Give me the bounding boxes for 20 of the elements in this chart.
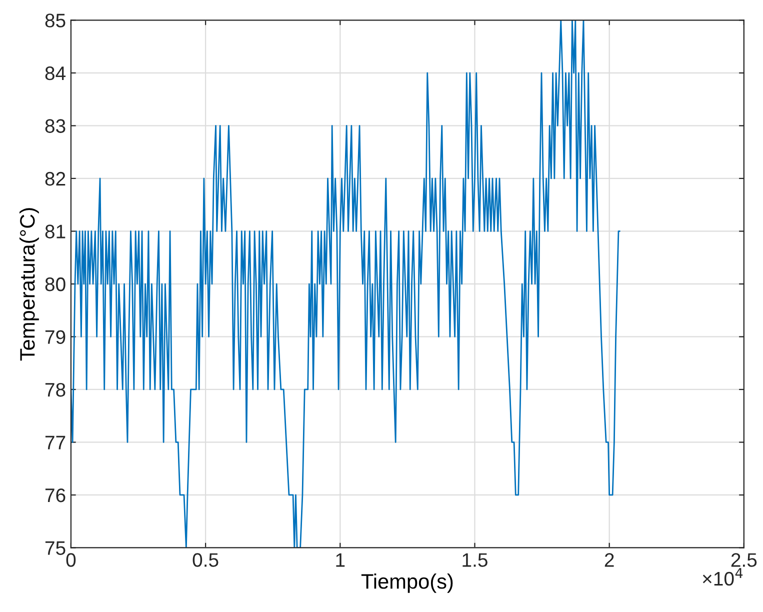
y-tick-label: 81 <box>45 224 66 238</box>
y-tick-label: 85 <box>45 14 66 28</box>
y-tick-label: 80 <box>45 277 66 292</box>
y-tick-label: 84 <box>45 66 66 80</box>
y-tick-label: 79 <box>45 330 66 344</box>
y-tick-label: 76 <box>45 488 66 502</box>
x-tick-label: 2.5 <box>731 553 757 567</box>
x-tick-label: 2 <box>604 553 614 567</box>
y-tick-label: 77 <box>45 436 66 450</box>
y-tick-label: 78 <box>45 382 66 397</box>
y-tick-label: 75 <box>45 541 66 555</box>
x-tick-label: 0 <box>66 553 76 567</box>
x-tick-label: 0.5 <box>192 553 218 567</box>
x-tick-label: 1 <box>336 553 345 567</box>
y-axis-title: Temperatura(°C) <box>19 208 39 361</box>
text: ×10$^{4}$ <box>702 568 743 586</box>
x-axis-title: Tiempo(s) <box>361 574 453 593</box>
y-tick-label: 83 <box>45 119 66 133</box>
x-tick-label: 1.5 <box>462 553 488 567</box>
y-tick-label: 82 <box>45 172 66 186</box>
